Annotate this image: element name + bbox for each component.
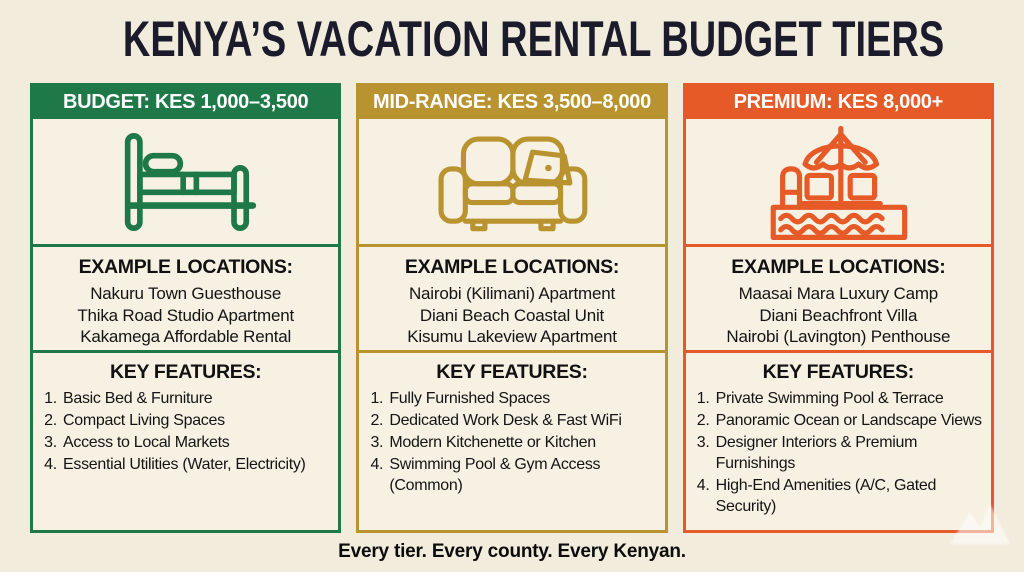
- feature-item: Private Swimming Pool & Terrace: [714, 388, 987, 409]
- location-item: Maasai Mara Luxury Camp: [738, 284, 939, 303]
- feature-item: Access to Local Markets: [61, 432, 334, 453]
- feature-item: Fully Furnished Spaces: [387, 388, 660, 409]
- feature-item: High-End Amenities (A/C, Gated Security): [714, 475, 987, 517]
- features-heading: KEY FEATURES:: [762, 361, 915, 383]
- location-item: Kakamega Affordable Rental: [80, 327, 292, 346]
- watermark-logo: [950, 504, 1010, 544]
- locations-section: EXAMPLE LOCATIONS: Nakuru Town Guesthous…: [33, 247, 339, 353]
- location-item: Nairobi (Lavington) Penthouse: [726, 327, 951, 346]
- feature-item: Compact Living Spaces: [61, 410, 334, 431]
- couch-laptop-icon: [359, 119, 665, 247]
- locations-heading: EXAMPLE LOCATIONS:: [731, 256, 946, 278]
- locations-section: EXAMPLE LOCATIONS: Nairobi (Kilimani) Ap…: [359, 247, 665, 353]
- page-title: KENYA’S VACATION RENTAL BUDGET TIERS: [122, 11, 945, 67]
- feature-item: Swimming Pool & Gym Access (Common): [387, 454, 660, 496]
- bed-icon: [33, 119, 339, 247]
- feature-item: Dedicated Work Desk & Fast WiFi: [387, 410, 660, 431]
- locations-section: EXAMPLE LOCATIONS: Maasai Mara Luxury Ca…: [685, 247, 991, 353]
- features-list: Fully Furnished Spaces Dedicated Work De…: [359, 388, 664, 496]
- features-heading: KEY FEATURES:: [436, 361, 588, 383]
- feature-item: Panoramic Ocean or Landscape Views: [714, 410, 987, 431]
- locations-heading: EXAMPLE LOCATIONS:: [78, 256, 293, 278]
- tier-card-budget: BUDGET: KES 1,000–3,500 EXAMPLE LOCATION…: [30, 83, 342, 533]
- tier-columns: BUDGET: KES 1,000–3,500 EXAMPLE LOCATION…: [30, 83, 994, 533]
- footer-tagline: Every tier. Every county. Every Kenyan.: [338, 541, 686, 562]
- features-list: Basic Bed & Furniture Compact Living Spa…: [33, 388, 338, 475]
- features-heading: KEY FEATURES:: [109, 361, 262, 383]
- location-item: Nakuru Town Guesthouse: [90, 284, 282, 303]
- feature-item: Designer Interiors & Premium Furnishings: [714, 432, 987, 474]
- tier-header-budget: BUDGET: KES 1,000–3,500: [33, 86, 339, 119]
- features-section: KEY FEATURES: Private Swimming Pool & Te…: [686, 353, 991, 530]
- feature-item: Essential Utilities (Water, Electricity): [61, 454, 334, 475]
- tier-card-midrange: MID-RANGE: KES 3,500–8,000 EXAMP: [356, 83, 668, 533]
- features-section: KEY FEATURES: Fully Furnished Spaces Ded…: [359, 353, 664, 530]
- features-section: KEY FEATURES: Basic Bed & Furniture Comp…: [33, 353, 338, 530]
- features-list: Private Swimming Pool & Terrace Panorami…: [686, 388, 991, 517]
- location-item: Diani Beach Coastal Unit: [419, 305, 605, 325]
- location-item: Diani Beachfront Villa: [759, 305, 918, 325]
- tier-card-premium: PREMIUM: KES 8,000+: [682, 83, 994, 533]
- location-item: Nairobi (Kilimani) Apartment: [408, 284, 615, 303]
- pool-umbrella-icon: [685, 119, 991, 247]
- locations-heading: EXAMPLE LOCATIONS:: [404, 256, 620, 278]
- tier-header-premium: PREMIUM: KES 8,000+: [685, 86, 991, 119]
- feature-item: Basic Bed & Furniture: [61, 388, 334, 409]
- tier-header-midrange: MID-RANGE: KES 3,500–8,000: [359, 86, 665, 119]
- location-item: Thika Road Studio Apartment: [77, 305, 294, 325]
- feature-item: Modern Kitchenette or Kitchen: [387, 432, 660, 453]
- location-item: Kisumu Lakeview Apartment: [407, 327, 617, 346]
